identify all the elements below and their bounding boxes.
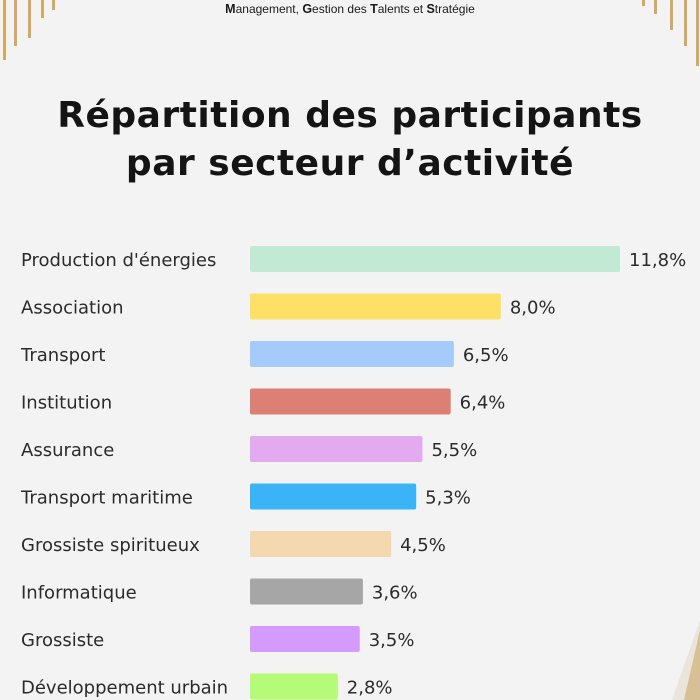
value-label: 8,0% — [510, 298, 556, 319]
decorative-stripes-right — [642, 0, 699, 66]
value-label: 5,3% — [425, 488, 471, 509]
bar — [250, 578, 363, 605]
chart-title-line-2: par secteur d’activité — [125, 143, 575, 184]
category-label: Production d'énergies — [21, 250, 216, 271]
value-label: 4,5% — [400, 535, 446, 556]
category-label: Grossiste spiritueux — [21, 535, 200, 556]
value-label: 3,6% — [372, 583, 418, 604]
bar — [250, 341, 454, 367]
value-label: 11,8% — [629, 250, 686, 271]
value-label: 5,5% — [431, 440, 477, 461]
decorative-stripes-left — [3, 0, 55, 60]
category-label: Transport — [20, 345, 105, 366]
tagline-text: tratégie — [434, 2, 475, 16]
value-label: 6,5% — [463, 345, 509, 366]
value-label: 6,4% — [460, 393, 506, 414]
category-label: Développement urbain — [21, 678, 228, 699]
bar — [250, 436, 423, 462]
category-label: Association — [21, 298, 124, 319]
category-label: Assurance — [21, 440, 114, 461]
chart-title-line-1: Répartition des participants — [57, 95, 643, 136]
bar — [250, 531, 392, 557]
decorative-paper-corner — [672, 620, 700, 700]
value-label: 2,8% — [347, 678, 393, 699]
bar — [250, 483, 417, 510]
bar — [250, 626, 360, 652]
tagline-initial: M — [225, 2, 236, 16]
tagline-text: estion des — [312, 2, 371, 16]
organization-tagline: Management, Gestion des Talents et Strat… — [0, 2, 700, 16]
value-label: 3,5% — [369, 630, 415, 651]
tagline-text: anagement, — [235, 2, 303, 16]
category-label: Institution — [21, 393, 112, 414]
chart-title: Répartition des participants par secteur… — [0, 92, 700, 188]
category-label: Grossiste — [21, 630, 104, 651]
tagline-initial: G — [302, 2, 313, 16]
bar — [250, 246, 620, 272]
tagline-text: alents et — [377, 2, 427, 16]
tagline-initial: S — [426, 2, 435, 16]
category-label: Informatique — [21, 583, 137, 604]
tagline-initial: T — [370, 2, 378, 16]
category-label: Transport maritime — [20, 488, 193, 509]
bar — [250, 293, 501, 320]
bar — [250, 388, 451, 415]
bar — [250, 673, 338, 700]
